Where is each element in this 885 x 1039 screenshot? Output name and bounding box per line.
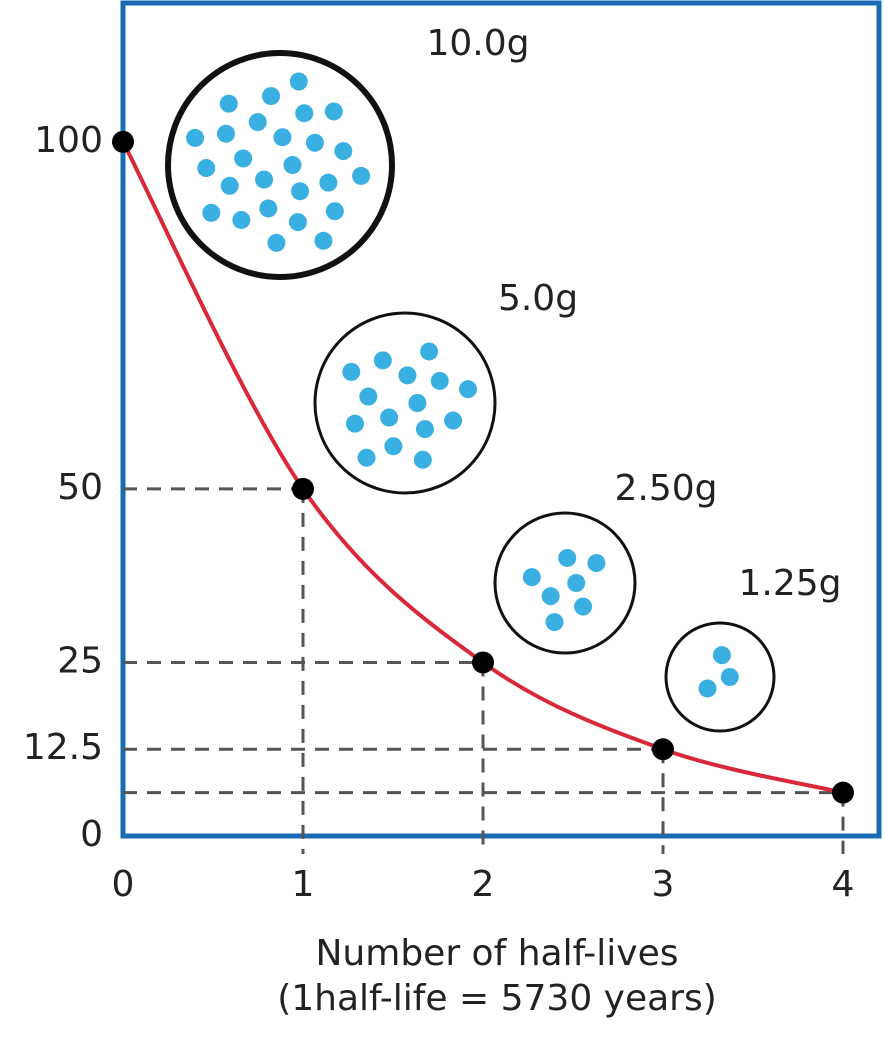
data-point	[652, 738, 674, 760]
particle	[358, 449, 376, 467]
particle	[319, 174, 337, 192]
y-tick-label: 0	[80, 814, 103, 855]
particle	[217, 125, 235, 143]
chart: 0 12.5 25 50 100 0 1 2 3 4 10.0g 5.0g 2.50g 1.25g Numb…	[0, 0, 885, 1039]
plot-frame	[123, 3, 879, 836]
particle	[221, 177, 239, 195]
particle	[416, 420, 434, 438]
x-axis-label: (1half-life = 5730 years)	[277, 978, 717, 1019]
particle	[291, 182, 309, 200]
x-tick-label: 3	[652, 864, 675, 905]
particle	[567, 574, 585, 592]
particle	[713, 646, 731, 664]
x-axis-label: Number of half-lives	[316, 933, 679, 974]
particle	[267, 234, 285, 252]
particle	[259, 199, 277, 217]
x-tick-label: 2	[472, 864, 495, 905]
particle	[545, 613, 563, 631]
particle	[232, 211, 250, 229]
particle	[398, 366, 416, 384]
data-point	[112, 131, 134, 153]
particle	[420, 342, 438, 360]
data-point	[472, 651, 494, 673]
particle	[414, 451, 432, 469]
page: {"chart_data": {"type": "line", "x": [0,…	[0, 0, 885, 1039]
particle	[574, 598, 592, 616]
particle	[197, 159, 215, 177]
particle	[523, 568, 541, 586]
particle	[234, 149, 252, 167]
particle	[314, 232, 332, 250]
mass-label: 1.25g	[738, 563, 841, 604]
data-point	[832, 782, 854, 804]
x-tick-label: 4	[832, 864, 855, 905]
particle	[334, 142, 352, 160]
particle	[306, 134, 324, 152]
particle	[202, 204, 220, 222]
sample-circle	[495, 513, 635, 653]
data-point	[292, 478, 314, 500]
particle	[408, 394, 426, 412]
particle	[431, 372, 449, 390]
particle	[255, 171, 273, 189]
particle	[295, 104, 313, 122]
mass-label: 5.0g	[498, 278, 578, 319]
particle	[346, 415, 364, 433]
particle	[587, 554, 605, 572]
particle	[220, 95, 238, 113]
particle	[326, 202, 344, 220]
particle	[249, 113, 267, 131]
y-tick-label: 50	[57, 467, 103, 508]
particle	[342, 363, 360, 381]
particle	[352, 167, 370, 185]
x-tick-label: 0	[112, 864, 135, 905]
particle	[698, 679, 716, 697]
particle	[186, 129, 204, 147]
particle	[290, 73, 308, 91]
particle	[380, 409, 398, 427]
x-tick-label: 1	[292, 864, 315, 905]
particle	[542, 587, 560, 605]
mass-label: 2.50g	[614, 468, 717, 509]
sample-circle	[666, 623, 774, 731]
sample-circle	[315, 313, 495, 493]
particle	[374, 351, 392, 369]
sample-illustrations	[168, 53, 774, 731]
particle	[262, 87, 280, 105]
particle	[289, 213, 307, 231]
particle	[359, 388, 377, 406]
particle	[273, 128, 291, 146]
particle	[459, 380, 477, 398]
mass-label: 10.0g	[426, 23, 529, 64]
particle	[558, 549, 576, 567]
y-tick-label: 25	[57, 640, 103, 681]
particle	[721, 668, 739, 686]
particle	[325, 102, 343, 120]
particle	[283, 156, 301, 174]
particle	[384, 437, 402, 455]
y-tick-label: 12.5	[23, 727, 103, 768]
particle	[444, 412, 462, 430]
y-tick-label: 100	[34, 120, 103, 161]
